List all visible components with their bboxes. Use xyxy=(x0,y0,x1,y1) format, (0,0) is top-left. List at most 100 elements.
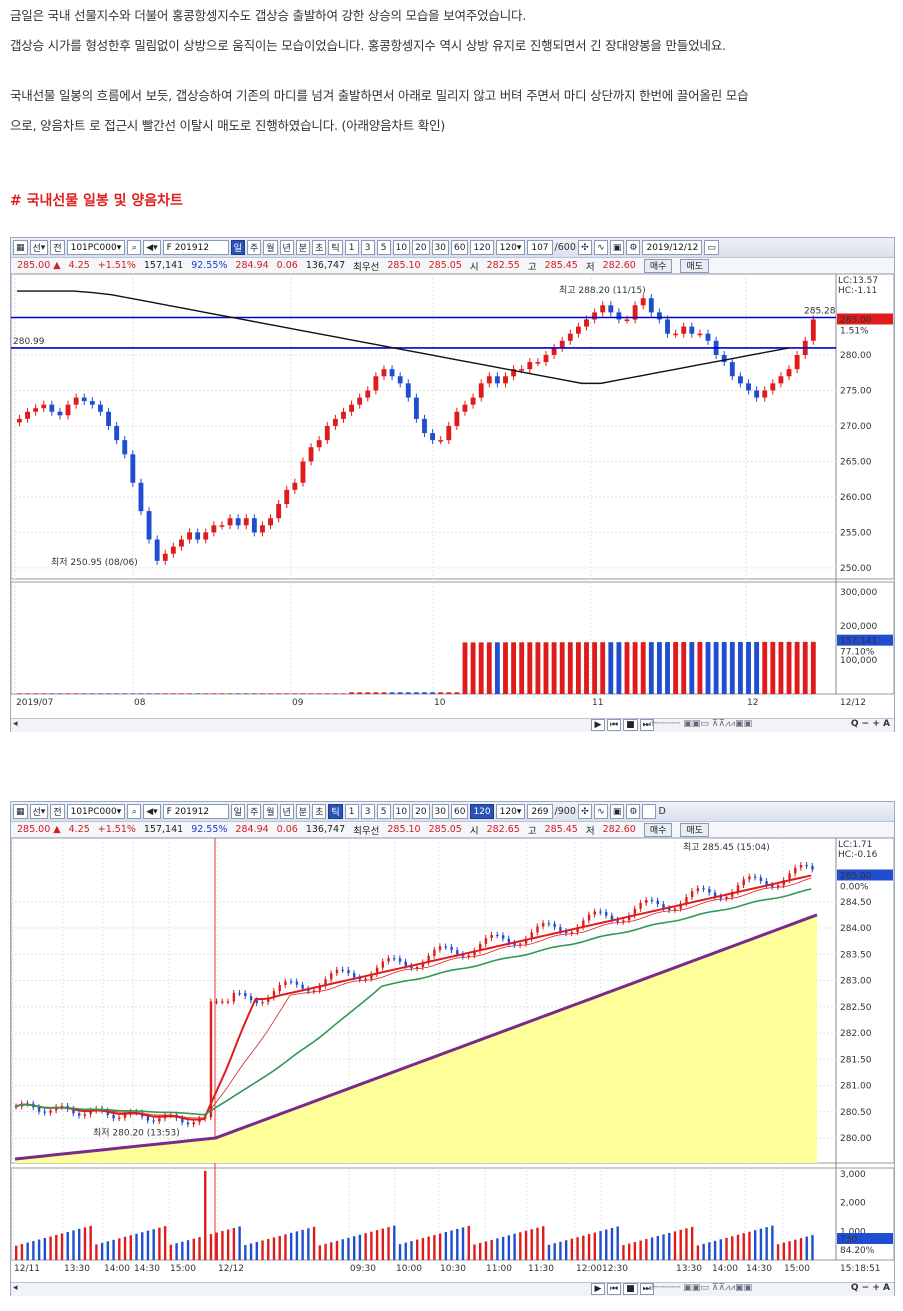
candle-body xyxy=(616,312,622,320)
rewind-icon[interactable]: ⏮ xyxy=(607,1283,622,1295)
crosshair-icon[interactable]: ✣ xyxy=(577,804,592,819)
all-button[interactable]: 전 xyxy=(50,804,65,819)
period-second-button[interactable]: 초 xyxy=(312,804,327,819)
interval-5-button[interactable]: 5 xyxy=(376,240,391,255)
zoom-controls[interactable]: Q − + A xyxy=(850,1283,890,1293)
interval-select[interactable]: 120 ▾ xyxy=(495,240,526,255)
date-input[interactable]: 2019/12/12 xyxy=(642,240,703,255)
crosshair-icon[interactable]: ✣ xyxy=(577,240,592,255)
overlay-icon[interactable]: ∿ xyxy=(593,804,608,819)
all-button[interactable]: 전 xyxy=(50,240,65,255)
play-icon[interactable]: ▶ xyxy=(591,1283,605,1295)
candle-body xyxy=(622,920,625,922)
interval-30-button[interactable]: 30 xyxy=(431,240,449,255)
scroll-left-icon[interactable]: ◂ xyxy=(13,1283,18,1293)
sell-button[interactable]: 매도 xyxy=(680,258,709,273)
overlay-icon[interactable]: ∿ xyxy=(593,240,608,255)
line-select-button[interactable]: 선 ▾ xyxy=(29,804,49,819)
layout-icon[interactable]: ▦ xyxy=(13,804,28,819)
candle-body xyxy=(454,411,460,426)
candle-body xyxy=(553,923,556,928)
rewind-icon[interactable]: ⏮ xyxy=(607,719,622,731)
stop-icon[interactable]: ■ xyxy=(623,719,638,731)
volume-bar xyxy=(169,1244,173,1260)
code-input[interactable]: 101PC000 ▾ xyxy=(66,804,126,819)
save-icon[interactable]: ▣ xyxy=(609,240,625,255)
interval-120-button[interactable]: 120 xyxy=(470,804,494,819)
forward-icon[interactable]: ⏭ xyxy=(639,1283,654,1295)
tool-icons[interactable]: ⊢┄┄┄┄ ▣▣▭ ⊼⊼⩘⩘▣▣ xyxy=(651,1283,753,1293)
volume-bar xyxy=(536,1227,539,1260)
period-second-button[interactable]: 초 xyxy=(312,240,327,255)
interval-30-button[interactable]: 30 xyxy=(431,804,449,819)
volume-bar xyxy=(389,692,395,694)
zoom-controls[interactable]: Q − + A xyxy=(850,719,890,729)
speaker-icon[interactable]: ◀▾ xyxy=(143,240,161,255)
tool-icons[interactable]: ⊢┄┄┄┄ ▣▣▭ ⊼⊼⩘⩘▣▣ xyxy=(651,719,753,729)
checkbox-icon[interactable] xyxy=(642,804,657,819)
speaker-icon[interactable]: ◀▾ xyxy=(143,804,161,819)
chart-scrollbar[interactable]: ◂ ▶ ⏮ ■ ⏭ ⊢┄┄┄┄ ▣▣▭ ⊼⊼⩘⩘▣▣ Q − + A xyxy=(11,718,894,732)
interval-60-button[interactable]: 60 xyxy=(451,804,469,819)
contract-input[interactable]: F 201912 xyxy=(162,804,229,819)
interval-5-button[interactable]: 5 xyxy=(376,804,391,819)
tick-chart-svg[interactable]: 284.50 284.00 283.50 283.00 282.50 282.00 281.… xyxy=(11,838,894,1282)
ask-value: 285.05 xyxy=(428,260,462,271)
count-input[interactable]: 269 xyxy=(527,804,553,819)
volume-bar xyxy=(146,1230,150,1260)
period-tick-button[interactable]: 틱 xyxy=(328,240,343,255)
layout-icon[interactable]: ▦ xyxy=(13,240,28,255)
gear-icon[interactable]: ⚙ xyxy=(626,804,641,819)
play-icon[interactable]: ▶ xyxy=(591,719,605,731)
interval-select[interactable]: 120 ▾ xyxy=(495,804,526,819)
interval-120-button[interactable]: 120 xyxy=(470,240,494,255)
interval-20-button[interactable]: 20 xyxy=(412,240,430,255)
save-icon[interactable]: ▣ xyxy=(609,804,625,819)
count-input[interactable]: 107 xyxy=(527,240,553,255)
interval-10-button[interactable]: 10 xyxy=(392,804,411,819)
stop-icon[interactable]: ■ xyxy=(623,1283,638,1295)
interval-10-button[interactable]: 10 xyxy=(392,240,411,255)
line-select-label: 선 xyxy=(32,244,41,254)
period-month-button[interactable]: 월 xyxy=(263,804,278,819)
period-month-button[interactable]: 월 xyxy=(263,240,278,255)
tick-price-plot[interactable]: 284.50 284.00 283.50 283.00 282.50 282.00 281.… xyxy=(11,838,894,1282)
code-input[interactable]: 101PC000 ▾ xyxy=(66,240,126,255)
buy-button[interactable]: 매수 xyxy=(643,258,673,273)
calendar-icon[interactable]: ▭ xyxy=(704,240,719,255)
period-year-button[interactable]: 년 xyxy=(279,804,294,819)
scroll-left-icon[interactable]: ◂ xyxy=(13,719,18,729)
candle-body xyxy=(341,411,346,419)
contract-input[interactable]: F 201912 xyxy=(162,240,229,255)
interval-20-button[interactable]: 20 xyxy=(412,804,430,819)
candle-body xyxy=(503,376,508,384)
period-tick-button[interactable]: 틱 xyxy=(328,804,343,819)
period-day-button[interactable]: 일 xyxy=(230,804,245,819)
daily-chart-svg[interactable]: 280.00 275.00 270.00 265.00 260.00 255.00 250.… xyxy=(11,274,894,718)
daily-price-plot[interactable]: 280.00 275.00 270.00 265.00 260.00 255.00 250.… xyxy=(11,274,894,718)
candle-body xyxy=(456,950,459,955)
period-day-button[interactable]: 일 xyxy=(230,240,245,255)
period-week-button[interactable]: 주 xyxy=(246,240,262,255)
period-week-button[interactable]: 주 xyxy=(246,804,262,819)
chart-scrollbar[interactable]: ◂ ▶ ⏮ ■ ⏭ ⊢┄┄┄┄ ▣▣▭ ⊼⊼⩘⩘▣▣ Q − + A xyxy=(11,1282,894,1296)
forward-icon[interactable]: ⏭ xyxy=(639,719,654,731)
count-value: 107 xyxy=(531,242,549,253)
volume-bar xyxy=(776,1244,780,1260)
search-icon[interactable]: ⌕ xyxy=(127,240,142,255)
gear-icon[interactable]: ⚙ xyxy=(626,240,641,255)
search-icon[interactable]: ⌕ xyxy=(127,804,142,819)
buy-button[interactable]: 매수 xyxy=(643,822,673,837)
interval-60-button[interactable]: 60 xyxy=(451,240,469,255)
period-minute-button[interactable]: 분 xyxy=(295,804,311,819)
hc-label: HC:-1.11 xyxy=(838,286,877,296)
line-select-button[interactable]: 선 ▾ xyxy=(29,240,49,255)
interval-3-button[interactable]: 3 xyxy=(360,804,375,819)
period-minute-button[interactable]: 분 xyxy=(295,240,311,255)
candle-body xyxy=(49,1110,52,1113)
interval-1-button[interactable]: 1 xyxy=(344,240,359,255)
period-year-button[interactable]: 년 xyxy=(279,240,294,255)
sell-button[interactable]: 매도 xyxy=(680,822,709,837)
interval-1-button[interactable]: 1 xyxy=(344,804,359,819)
interval-3-button[interactable]: 3 xyxy=(360,240,375,255)
